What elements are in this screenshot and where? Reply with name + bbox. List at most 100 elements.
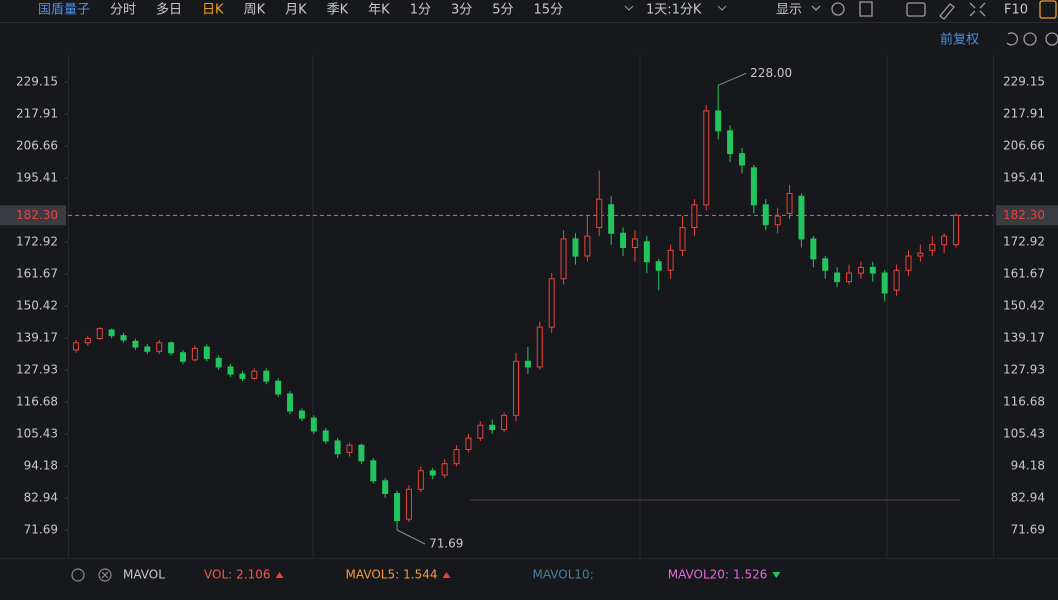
candle-body: [762, 204, 769, 226]
candle-body: [144, 346, 151, 352]
y-tick-label-right: 105.43: [1003, 427, 1045, 441]
candle-body: [953, 214, 960, 246]
zoom-in-icon[interactable]: [1045, 32, 1058, 46]
candle-body: [536, 326, 543, 368]
y-tick-label: 206.66: [16, 139, 58, 153]
y-tick-label-right: 161.67: [1003, 267, 1045, 281]
reset-icon[interactable]: [1006, 32, 1019, 46]
candle-body: [72, 342, 79, 351]
y-tick-label-right: 217.91: [1003, 107, 1045, 121]
indicator-label: MAVOL20:: [668, 568, 729, 582]
candle-body: [608, 204, 615, 234]
candle-body: [691, 204, 698, 229]
candle-body: [750, 167, 757, 206]
candle-body: [465, 437, 472, 450]
tab[interactable]: 15分: [534, 3, 564, 18]
candle-body: [596, 198, 603, 229]
tab[interactable]: 季K: [327, 3, 349, 18]
candle-body: [96, 328, 103, 340]
y-tick-label-right: 94.18: [1011, 459, 1045, 473]
candle-body: [727, 130, 734, 155]
candle-body: [394, 493, 401, 522]
candle-body: [441, 463, 448, 476]
candle-body: [643, 241, 650, 263]
candle-body: [251, 370, 258, 379]
candle-body: [334, 440, 341, 455]
candle-body: [239, 373, 246, 379]
candle-body: [322, 430, 329, 442]
tab[interactable]: 多日: [156, 2, 182, 18]
candle-body: [191, 347, 198, 361]
display-menu[interactable]: 显示: [776, 3, 802, 18]
candle-body: [370, 460, 377, 482]
tab[interactable]: 日K: [202, 3, 224, 18]
toolbar-icons: [811, 0, 1058, 46]
y-tick-label-right: 206.66: [1003, 139, 1045, 153]
close-cross: [101, 571, 109, 579]
trend-arrow: [275, 572, 284, 578]
candle-body: [310, 417, 317, 432]
candle-body: [869, 266, 876, 274]
indicator-name[interactable]: MAVOL: [123, 568, 165, 582]
candle-body: [655, 261, 662, 271]
stock-name[interactable]: 国盾量子: [38, 3, 90, 18]
candle-body: [846, 272, 853, 283]
candle-body: [893, 269, 900, 291]
indicator-value: 2.106: [236, 568, 270, 582]
tab[interactable]: 5分: [492, 3, 513, 18]
y-tick-label: 217.91: [16, 107, 58, 121]
settings-icon[interactable]: [831, 2, 845, 16]
annotation-leader: [717, 72, 747, 86]
indicator-close[interactable]: [98, 568, 112, 582]
candle-body: [489, 424, 496, 431]
y-tick-label-right: 172.92: [1003, 235, 1045, 249]
tab[interactable]: 年K: [368, 3, 390, 18]
indicator-settings[interactable]: [71, 568, 85, 582]
indicator-label: MAVOL5:: [346, 568, 400, 582]
candle-body: [405, 488, 412, 520]
annotation-label: 71.69: [429, 536, 463, 550]
trend-arrow: [442, 572, 451, 578]
draw-icon[interactable]: [939, 3, 955, 20]
f10-button[interactable]: F10: [1004, 3, 1028, 18]
candle-body: [477, 424, 484, 439]
y-tick-label-right: 116.68: [1003, 395, 1045, 409]
candle-body: [905, 255, 912, 271]
tab[interactable]: 月K: [285, 3, 307, 18]
tab[interactable]: 1分: [410, 3, 431, 18]
candle-body: [275, 380, 282, 395]
candle-body: [548, 278, 555, 328]
candle-body: [857, 266, 864, 274]
zoom-out-icon[interactable]: [1023, 32, 1037, 46]
candle-body: [263, 370, 270, 382]
adjust-button[interactable]: 前复权: [940, 32, 979, 48]
candle-body: [156, 342, 163, 352]
candle-body: [120, 335, 127, 341]
candle-body: [417, 470, 424, 490]
period-select[interactable]: 1天:1分K: [646, 3, 702, 18]
candle-body: [203, 346, 210, 359]
candle-body: [501, 414, 508, 431]
layout-icon[interactable]: [859, 1, 873, 17]
fullscreen-icon[interactable]: [969, 2, 986, 17]
trend-arrow: [772, 572, 781, 578]
candle-body: [560, 238, 567, 280]
window-icon[interactable]: [1039, 0, 1057, 19]
tab[interactable]: 分时: [110, 3, 136, 18]
candle-body: [917, 252, 924, 257]
chevron: [811, 5, 821, 11]
candle-body: [358, 444, 365, 462]
tab[interactable]: 周K: [244, 3, 266, 18]
camera-icon[interactable]: [906, 2, 926, 17]
candle-body: [227, 366, 234, 375]
candle-body: [346, 444, 353, 453]
tab[interactable]: 3分: [451, 3, 472, 18]
candle-body: [822, 258, 829, 271]
y-tick-label: 71.69: [24, 522, 58, 536]
candle-body: [179, 352, 186, 362]
y-tick-label: 105.43: [16, 427, 58, 441]
candle-body: [834, 272, 841, 283]
candle-body: [929, 244, 936, 251]
